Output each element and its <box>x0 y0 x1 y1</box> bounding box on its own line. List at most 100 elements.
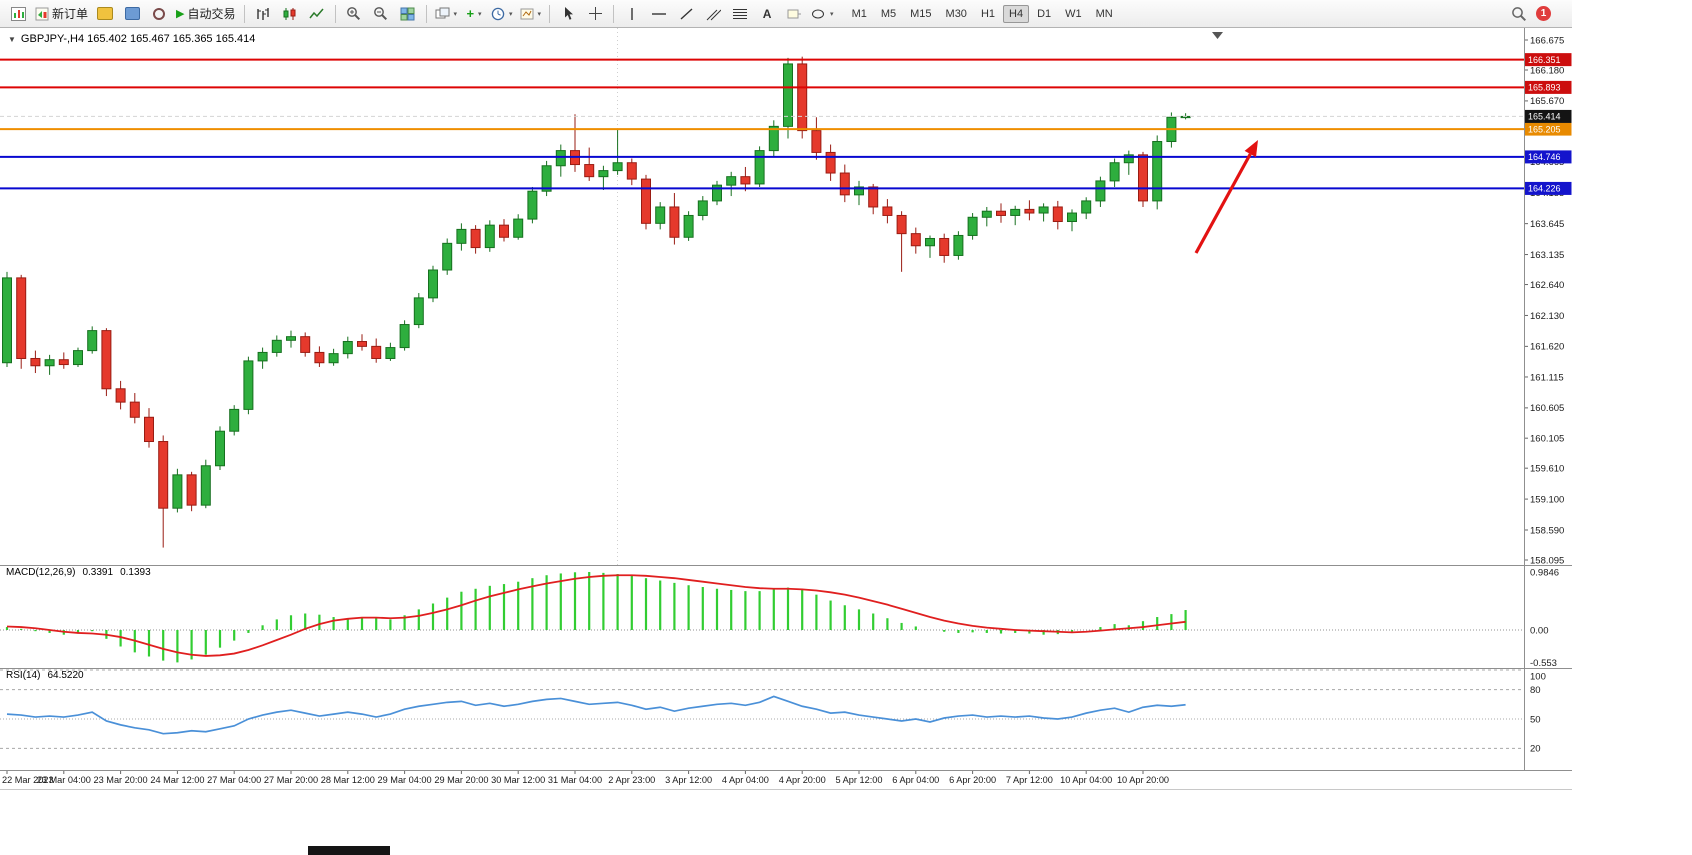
fibonacci-tool-button[interactable] <box>727 3 753 25</box>
tile-windows-button[interactable] <box>395 3 421 25</box>
timeframe-d1[interactable]: D1 <box>1037 7 1052 20</box>
timeframe-h4[interactable]: H4 <box>1003 4 1030 23</box>
line-chart-button[interactable] <box>304 3 330 25</box>
timeframe-m15[interactable]: M15 <box>910 7 932 20</box>
candle <box>115 388 126 403</box>
templates-button[interactable]: ▾ <box>517 3 545 25</box>
candle <box>612 162 623 172</box>
price-badge-text: 165.893 <box>1528 83 1561 93</box>
trendline-tool-button[interactable] <box>673 3 699 25</box>
notification-badge[interactable]: 1 <box>1536 6 1551 21</box>
rsi-axis-label: 80 <box>1530 685 1541 696</box>
channel-tool-button[interactable] <box>700 3 726 25</box>
candle <box>215 430 225 467</box>
macd-pane[interactable] <box>0 571 1524 663</box>
timeframe-w1[interactable]: W1 <box>1065 7 1082 20</box>
autotrading-button[interactable]: ▶ 自动交易 <box>173 3 238 25</box>
price-badge-165.414 <box>1524 109 1572 123</box>
new-order-button[interactable]: 新订单 <box>32 3 91 25</box>
candle <box>229 408 240 432</box>
candle <box>1123 154 1134 164</box>
text-tool-button[interactable]: A <box>754 3 780 25</box>
periods-button[interactable]: ▾ <box>488 3 516 25</box>
cursor-button[interactable] <box>555 3 581 25</box>
price-axis-label: 162.130 <box>1530 311 1564 322</box>
macd-axis-label: 0.9846 <box>1530 567 1559 578</box>
time-axis-label: 2 Apr 23:00 <box>608 775 655 785</box>
candle <box>314 351 325 364</box>
label-icon <box>787 9 801 18</box>
vertical-line-tool-button[interactable] <box>619 3 645 25</box>
price-axis-label: 165.670 <box>1530 96 1564 107</box>
taskbar-fragment <box>308 846 390 855</box>
price-axis-label: 159.610 <box>1530 463 1564 474</box>
indicators-button[interactable]: + ▾ <box>461 3 487 25</box>
candle <box>499 224 509 238</box>
cascade-windows-button[interactable]: ▾ <box>432 3 461 25</box>
rsi-pane[interactable] <box>0 669 1524 749</box>
horizontal-line-icon <box>652 12 667 15</box>
collapse-arrow-icon[interactable]: ▼ <box>8 34 16 44</box>
crosshair-button[interactable] <box>582 3 608 25</box>
toolbar-right-group: 1 <box>1511 6 1551 22</box>
timeframe-m1[interactable]: M1 <box>851 7 867 20</box>
chart-title-bar: ▼ GBPJPY-,H4 165.402 165.467 165.365 165… <box>8 33 255 45</box>
profiles-button[interactable] <box>92 3 118 25</box>
shapes-tool-button[interactable]: ▾ <box>808 3 837 25</box>
candle <box>811 130 822 153</box>
rsi-value: 64.5220 <box>47 670 84 681</box>
autotrading-play-icon: ▶ <box>176 8 185 20</box>
toolbar: 新订单 ▶ 自动交易 ▾ <box>0 0 1572 28</box>
price-badge-text: 166.351 <box>1528 55 1561 65</box>
search-icon[interactable] <box>1511 6 1527 22</box>
timeframe-h1[interactable]: H1 <box>980 7 995 20</box>
timeframe-m5[interactable]: M5 <box>880 7 897 20</box>
time-axis-label: 23 Mar 20:00 <box>94 775 148 785</box>
candle <box>1038 206 1049 214</box>
add-indicator-icon: + <box>466 6 475 21</box>
chart-shift-marker[interactable] <box>1212 32 1223 39</box>
price-badge-text: 164.746 <box>1528 152 1561 162</box>
timeframe-buttons: M1 M5 M15 M30 H1 H4 D1 W1 MN <box>846 4 1119 23</box>
timeframe-mn[interactable]: MN <box>1095 7 1113 20</box>
label-tool-button[interactable] <box>781 3 807 25</box>
candle <box>981 210 992 218</box>
time-axis-label: 3 Apr 12:00 <box>665 775 712 785</box>
candle <box>896 214 907 235</box>
candle <box>513 218 524 238</box>
zoom-in-button[interactable] <box>341 3 367 25</box>
trend-arrow[interactable] <box>1194 140 1258 254</box>
candle <box>712 184 722 202</box>
candle <box>641 178 651 224</box>
time-axis-label: 31 Mar 04:00 <box>548 775 602 785</box>
timeframe-m30[interactable]: M30 <box>945 7 967 20</box>
candle <box>939 237 950 256</box>
candle <box>328 353 339 364</box>
data-window-button[interactable] <box>146 3 172 25</box>
price-badge-164.746 <box>1524 150 1572 164</box>
candle <box>87 330 98 352</box>
channel-icon <box>706 9 721 20</box>
candlestick-chart-button[interactable] <box>277 3 303 25</box>
time-axis-label: 29 Mar 04:00 <box>378 775 432 785</box>
main-pane[interactable] <box>0 28 1524 565</box>
candle <box>200 465 211 506</box>
bar-chart-button[interactable] <box>250 3 276 25</box>
new-chart-button[interactable] <box>5 3 31 25</box>
price-axis[interactable]: 166.675166.180165.670164.665164.155163.6… <box>1524 35 1572 755</box>
time-axis-label: 6 Apr 20:00 <box>949 775 996 785</box>
trendline-icon <box>680 7 693 20</box>
time-axis-label: 22 Mar 2023 <box>2 775 54 785</box>
zoom-out-button[interactable] <box>368 3 394 25</box>
horizontal-line-tool-button[interactable] <box>646 3 672 25</box>
zoom-in-icon <box>347 7 361 21</box>
time-axis-label: 6 Apr 04:00 <box>892 775 939 785</box>
candle <box>925 237 935 247</box>
market-watch-button[interactable] <box>119 3 145 25</box>
candle <box>2 277 12 364</box>
macd-name: MACD(12,26,9) <box>6 567 76 578</box>
price-chart[interactable]: 166.675166.180165.670164.665164.155163.6… <box>0 28 1572 790</box>
caret-down-icon: ▾ <box>453 10 458 18</box>
candle <box>172 474 183 509</box>
